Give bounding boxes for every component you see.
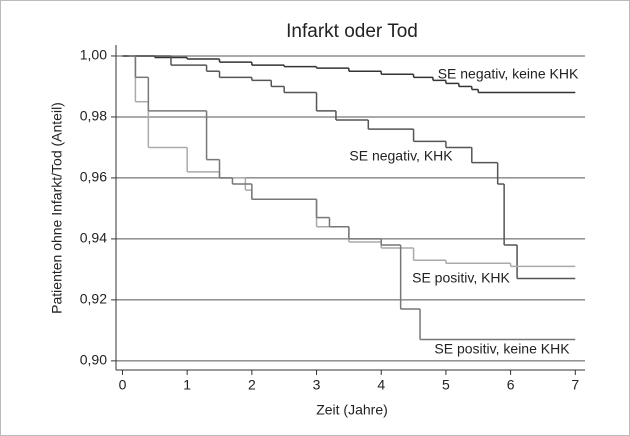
y-tick-label: 1,00 bbox=[80, 47, 107, 63]
x-tick-label: 6 bbox=[507, 377, 515, 393]
series-label: SE positiv, KHK bbox=[412, 270, 510, 286]
chart-title: Infarkt oder Tod bbox=[286, 21, 418, 42]
y-axis-label: Patienten ohne Infarkt/Tod (Anteil) bbox=[49, 102, 65, 314]
x-tick-label: 4 bbox=[377, 377, 385, 393]
x-axis-label: Zeit (Jahre) bbox=[316, 402, 388, 418]
x-tick-label: 7 bbox=[571, 377, 579, 393]
x-tick-label: 1 bbox=[183, 377, 191, 393]
series-label: SE negativ, KHK bbox=[349, 148, 453, 164]
x-tick-label: 3 bbox=[313, 377, 321, 393]
y-tick-label: 0,92 bbox=[80, 291, 107, 307]
series-label: SE negativ, keine KHK bbox=[438, 66, 579, 82]
x-tick-label: 5 bbox=[442, 377, 450, 393]
x-tick-label: 2 bbox=[248, 377, 256, 393]
y-tick-label: 0,96 bbox=[80, 169, 107, 185]
x-tick-label: 0 bbox=[119, 377, 127, 393]
y-tick-label: 0,94 bbox=[80, 230, 107, 246]
y-tick-label: 0,90 bbox=[80, 352, 107, 368]
series-label: SE positiv, keine KHK bbox=[434, 341, 570, 357]
y-tick-label: 0,98 bbox=[80, 108, 107, 124]
